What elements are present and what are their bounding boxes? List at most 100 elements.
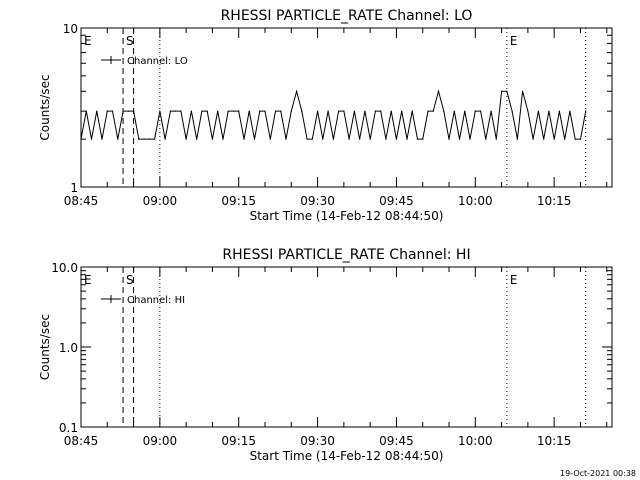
data-point (516, 138, 518, 140)
data-point (311, 138, 313, 140)
x-tick-label: 09:00 (143, 434, 178, 448)
event-marker-label: E (510, 34, 518, 48)
data-point (474, 110, 476, 112)
y-axis-label: Counts/sec (38, 314, 52, 380)
data-point (201, 110, 203, 112)
data-point (127, 110, 129, 112)
event-marker-label: S (126, 34, 134, 48)
data-point (238, 110, 240, 112)
x-tick-label: 09:00 (143, 194, 178, 208)
data-point (85, 110, 87, 112)
generation-timestamp: 19-Oct-2021 00:38 (560, 469, 636, 478)
x-tick-label: 09:30 (300, 194, 335, 208)
data-point (154, 138, 156, 140)
data-point (117, 138, 119, 140)
chart-panel-0: RHESSI PARTICLE_RATE Channel: LO Counts/s… (38, 8, 613, 223)
data-point (485, 138, 487, 140)
data-point (390, 110, 392, 112)
data-point (543, 138, 545, 140)
data-point (80, 138, 82, 140)
data-point (558, 110, 561, 112)
data-point (495, 138, 497, 140)
data-point (164, 138, 166, 140)
chart-panel-1: RHESSI PARTICLE_RATE Channel: HI Counts/s… (38, 247, 613, 463)
data-point (274, 110, 277, 112)
data-point (222, 138, 224, 140)
x-tick-label: 10:00 (458, 434, 493, 448)
data-point (553, 138, 555, 140)
data-point (353, 110, 355, 112)
data-point (585, 110, 587, 112)
data-point (101, 138, 103, 140)
data-point (464, 110, 466, 112)
x-tick-label: 10:15 (537, 434, 572, 448)
data-point (269, 138, 271, 140)
data-point (96, 110, 98, 112)
data-point (422, 138, 424, 140)
data-point (159, 110, 161, 112)
y-tick-label: 1.0 (59, 341, 78, 355)
data-point (385, 138, 387, 140)
x-tick-label: 09:30 (300, 434, 335, 448)
data-point (211, 138, 214, 140)
data-point (453, 110, 455, 112)
data-point (301, 110, 303, 112)
legend-label: Channel: LO (127, 56, 188, 67)
data-point (143, 138, 145, 140)
data-point (148, 138, 150, 140)
data-point (579, 138, 582, 140)
data-point (106, 110, 108, 112)
x-axis-label: Start Time (14-Feb-12 08:44:50) (250, 449, 444, 463)
event-marker-label: S (126, 273, 134, 287)
data-point (448, 138, 450, 140)
data-point (500, 90, 503, 92)
data-point (264, 110, 266, 112)
data-point (411, 110, 413, 112)
data-point (306, 138, 308, 140)
data-point (479, 110, 482, 112)
data-point (511, 110, 513, 112)
plot-frame (80, 266, 613, 428)
data-point (322, 138, 324, 140)
data-point (469, 138, 471, 140)
data-point (90, 138, 93, 140)
data-point (432, 110, 434, 112)
x-axis-label: Start Time (14-Feb-12 08:44:50) (250, 209, 444, 223)
data-point (295, 90, 298, 92)
y-tick-label: 1 (70, 181, 78, 195)
data-point (343, 110, 345, 112)
data-point (548, 110, 550, 112)
data-point (316, 110, 319, 112)
data-point (380, 110, 382, 112)
data-point (169, 110, 171, 112)
y-tick-label: 10 (63, 22, 78, 36)
data-point (111, 110, 114, 112)
data-point (332, 138, 334, 140)
data-point (532, 138, 534, 140)
data-point (490, 110, 492, 112)
data-point (232, 110, 235, 112)
data-point (569, 110, 571, 112)
x-tick-label: 10:00 (458, 194, 493, 208)
data-point (522, 90, 524, 92)
data-point (280, 110, 282, 112)
data-point (416, 138, 419, 140)
data-point (290, 110, 292, 112)
data-point (259, 110, 261, 112)
data-point (138, 138, 140, 140)
x-tick-label: 09:15 (221, 194, 256, 208)
data-point (406, 138, 408, 140)
data-point (253, 138, 256, 140)
data-point (180, 110, 182, 112)
data-point (537, 110, 539, 112)
y-tick-label: 0.1 (59, 421, 78, 435)
data-point (395, 138, 398, 140)
data-point (338, 110, 340, 112)
data-point (506, 90, 508, 92)
x-tick-label: 09:45 (379, 194, 414, 208)
data-point (285, 138, 287, 140)
event-marker-label: E (84, 34, 92, 48)
data-point (401, 110, 403, 112)
legend-label: Channel: HI (127, 295, 185, 306)
